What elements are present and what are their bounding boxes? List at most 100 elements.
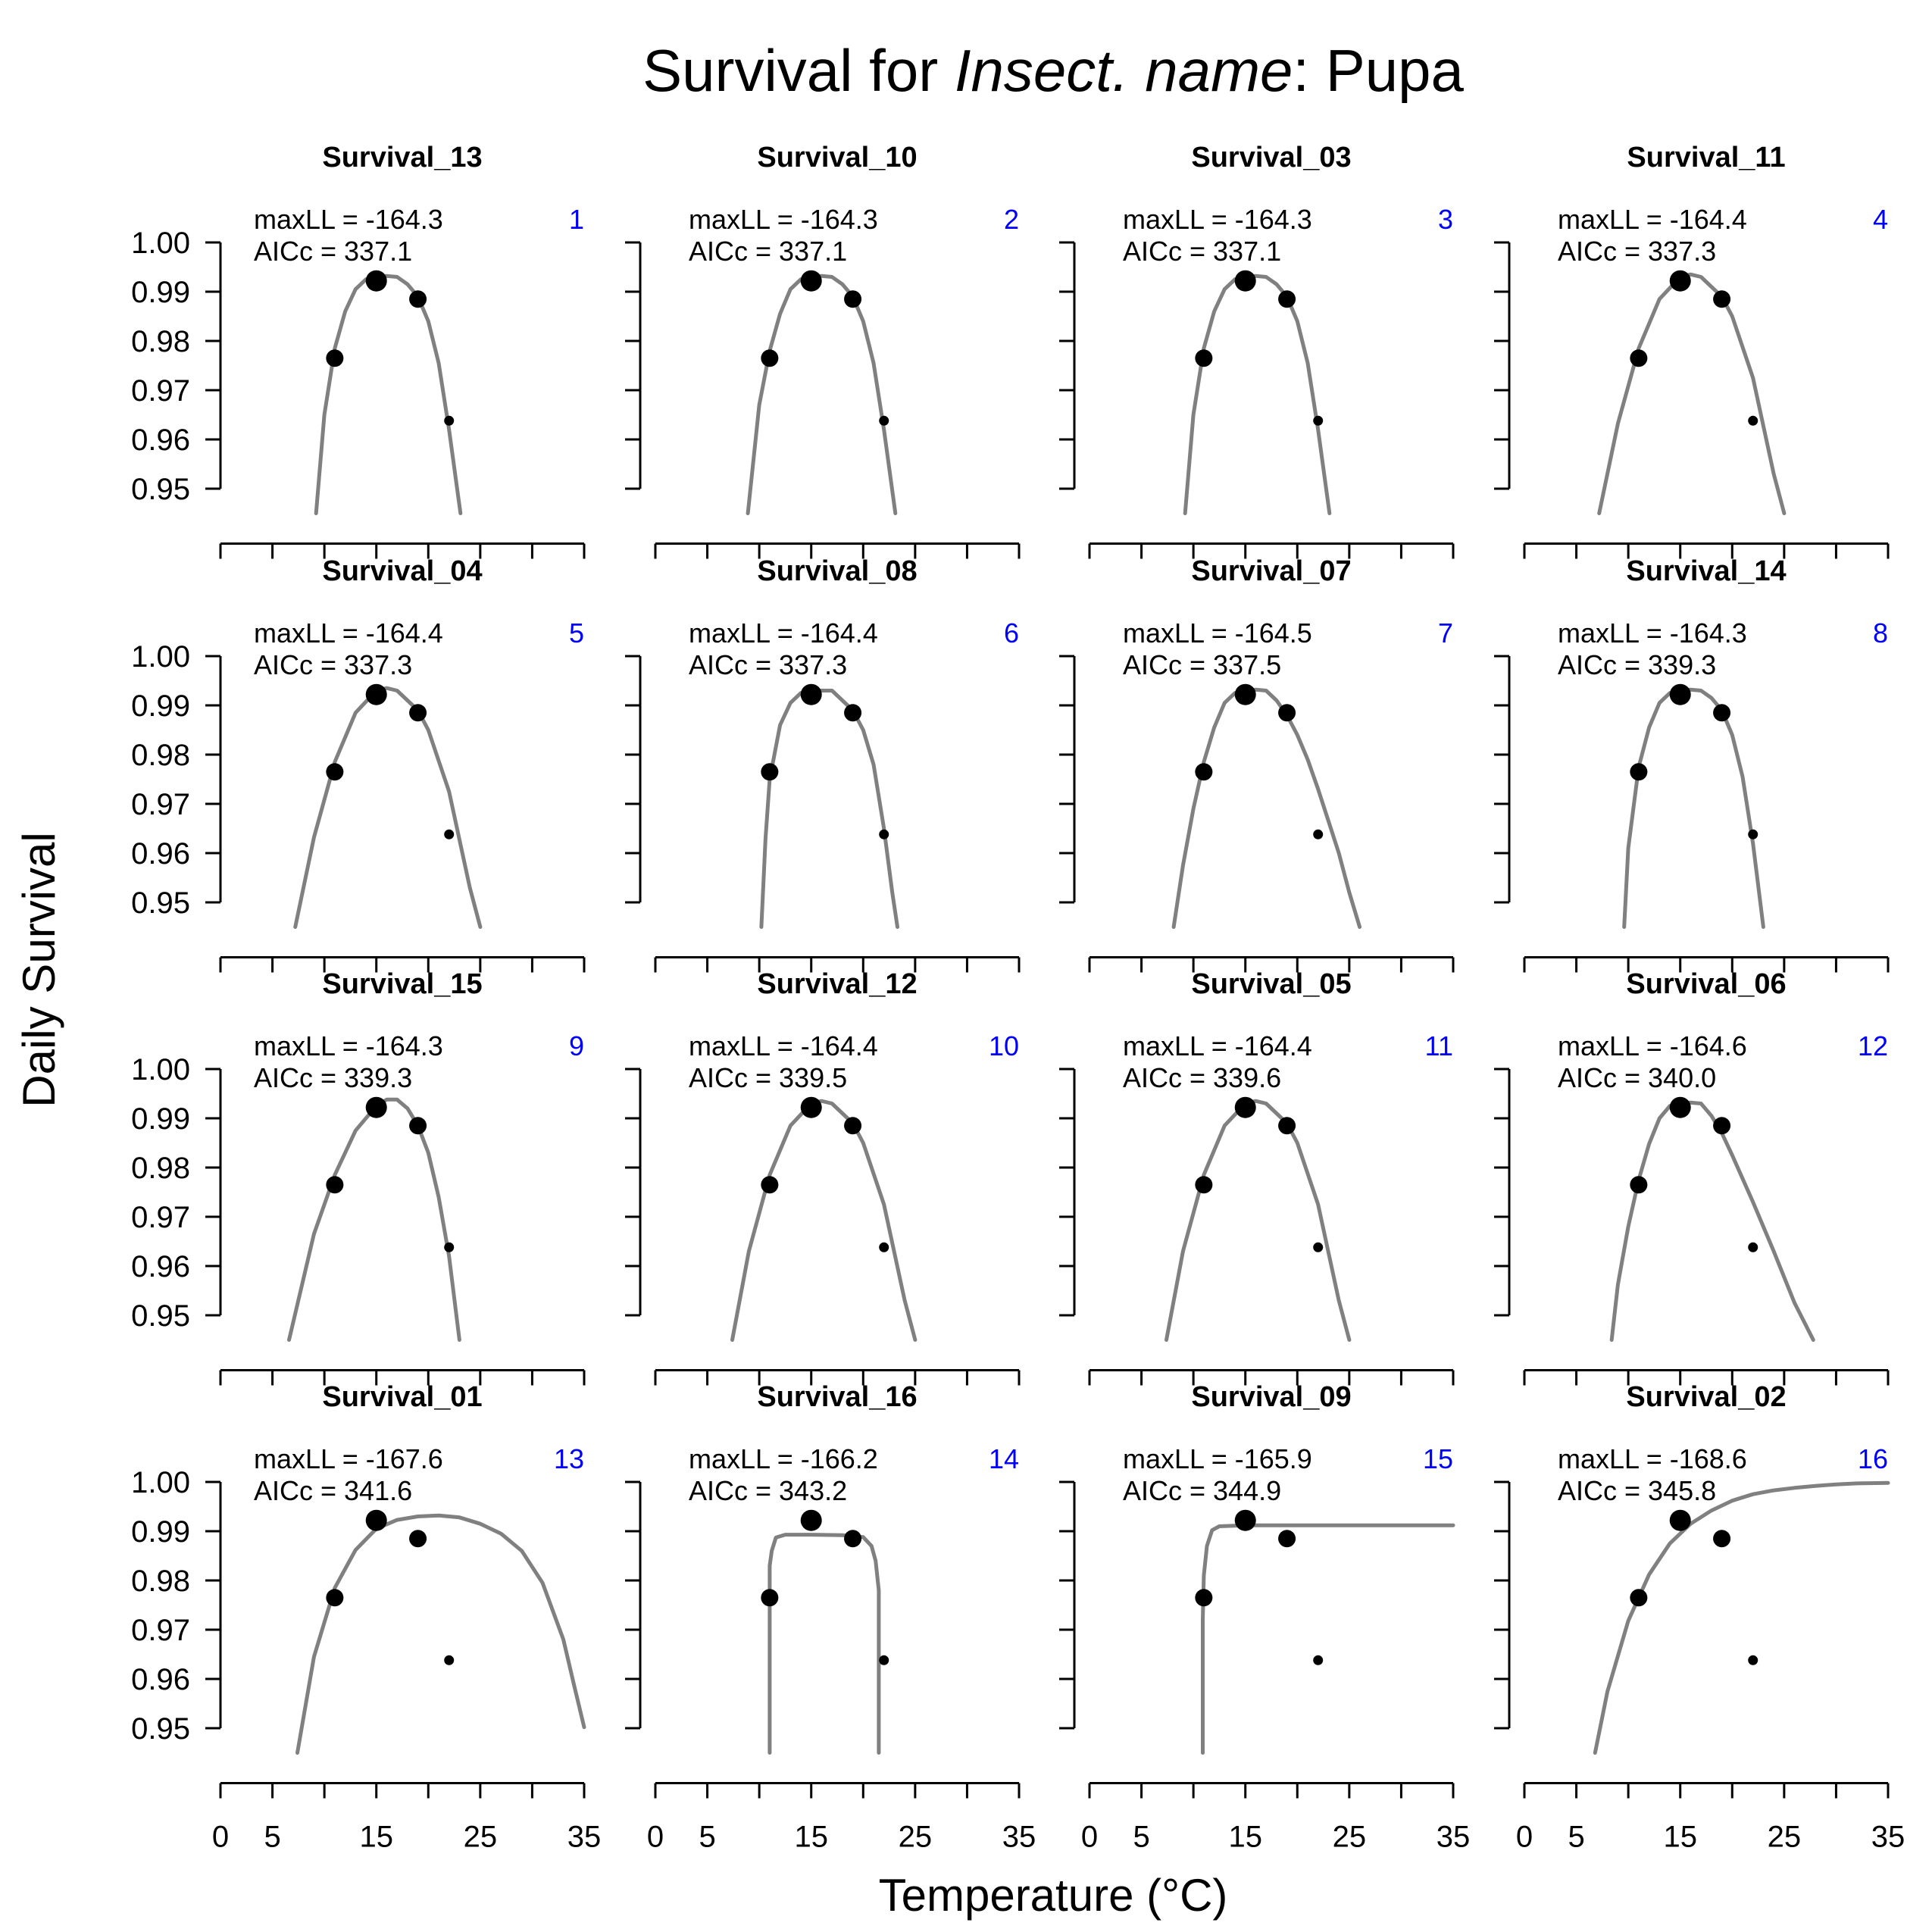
observed-point [879,1655,889,1665]
observed-point [879,829,889,839]
x-tick-label: 5 [264,1821,280,1854]
observed-point [1630,763,1648,781]
model-curve [1171,687,1362,929]
observed-point [1669,1509,1691,1531]
y-tick-label: 1.00 [131,640,190,674]
panel-title: Survival_09 [1191,1381,1351,1413]
observed-point [1713,1530,1731,1548]
max-ll-label: maxLL = -166.2 [689,1443,878,1474]
observed-point [1630,349,1648,367]
max-ll-label: maxLL = -167.6 [254,1443,443,1474]
y-tick-label: 0.96 [131,1250,190,1283]
rank-label: 14 [989,1443,1019,1474]
max-ll-label: maxLL = -165.9 [1123,1443,1312,1474]
aicc-label: AICc = 339.3 [254,1062,412,1093]
main-title: Survival for Insect. name: Pupa [642,37,1464,104]
aicc-label: AICc = 337.3 [254,649,412,680]
aicc-label: AICc = 337.1 [254,236,412,267]
max-ll-label: maxLL = -164.5 [1123,617,1312,649]
model-curve [767,1533,881,1755]
observed-point [879,1242,889,1252]
panel-title: Survival_10 [757,142,917,174]
x-tick-label: 35 [1002,1821,1036,1854]
model-curve [1201,1523,1455,1755]
observed-point [1748,415,1758,426]
observed-point [1313,1242,1324,1252]
aicc-label: AICc = 337.1 [1123,236,1281,267]
main-title-suffix: : Pupa [1293,37,1464,104]
observed-point [761,763,779,781]
observed-point [761,1589,779,1607]
observed-point [1748,1655,1758,1665]
observed-point [1669,683,1691,705]
observed-point [844,704,862,722]
panel-title: Survival_04 [322,555,482,587]
panel-title: Survival_15 [322,968,482,1000]
x-tick-label: 35 [1436,1821,1471,1854]
observed-point [1195,1176,1213,1194]
y-tick-label: 0.95 [131,886,190,920]
panel-title: Survival_02 [1626,1381,1786,1413]
x-tick-label: 15 [1228,1821,1262,1854]
y-tick-label: 0.98 [131,1152,190,1185]
rank-label: 4 [1873,204,1888,235]
panel-title: Survival_07 [1191,555,1351,587]
x-tick-label: 5 [699,1821,715,1854]
y-tick-label: 1.00 [131,1053,190,1086]
rank-label: 7 [1438,617,1453,649]
x-tick-label: 25 [464,1821,498,1854]
observed-point [409,1530,427,1548]
observed-point [1234,683,1256,705]
model-curve [1609,1100,1815,1342]
y-tick-label: 0.98 [131,1565,190,1598]
rank-label: 15 [1423,1443,1453,1474]
x-tick-label: 0 [1081,1821,1098,1854]
observed-point [365,1096,387,1118]
observed-point [844,1530,862,1548]
max-ll-label: maxLL = -164.4 [254,617,443,649]
observed-point [1313,829,1324,839]
y-tick-label: 0.97 [131,1614,190,1647]
max-ll-label: maxLL = -164.4 [689,617,878,649]
rank-label: 1 [569,204,584,235]
observed-point [1313,1655,1324,1665]
model-curve [287,1097,461,1342]
observed-point [365,1509,387,1531]
aicc-label: AICc = 337.1 [689,236,847,267]
y-tick-label: 0.96 [131,424,190,457]
aicc-label: AICc = 344.9 [1123,1475,1281,1506]
x-tick-label: 25 [1333,1821,1367,1854]
observed-point [1195,763,1213,781]
y-tick-label: 0.99 [131,689,190,723]
observed-point [844,1117,862,1135]
panel-title: Survival_14 [1626,555,1786,587]
rank-label: 10 [989,1030,1019,1061]
observed-point [800,683,822,705]
max-ll-label: maxLL = -164.4 [1558,204,1747,235]
observed-point [800,1509,822,1531]
rank-label: 8 [1873,617,1888,649]
aicc-label: AICc = 339.5 [689,1062,847,1093]
observed-point [1669,270,1691,292]
rank-label: 13 [554,1443,584,1474]
panel-title: Survival_08 [757,555,917,587]
x-tick-label: 5 [1133,1821,1149,1854]
observed-point [1278,290,1296,308]
panel-title: Survival_05 [1191,968,1351,1000]
x-tick-label: 25 [899,1821,933,1854]
observed-point [1313,415,1324,426]
observed-point [1234,1096,1256,1118]
y-tick-label: 0.99 [131,1515,190,1549]
observed-point [1278,1530,1296,1548]
observed-point [1748,1242,1758,1252]
main-title-prefix: Survival for [642,37,955,104]
observed-point [1713,290,1731,308]
rank-label: 5 [569,617,584,649]
